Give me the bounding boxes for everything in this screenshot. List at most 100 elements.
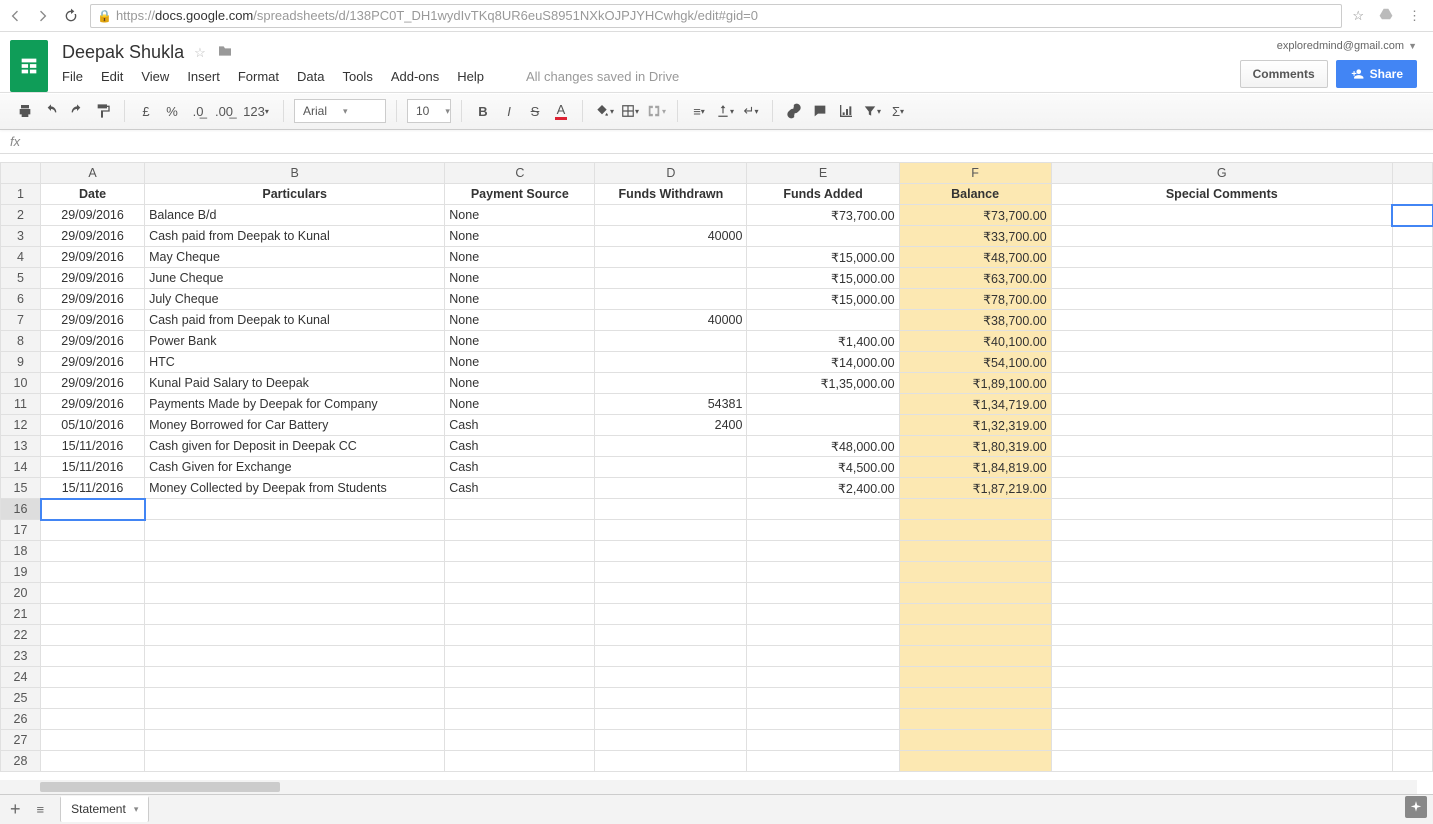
cell[interactable] [747, 541, 899, 562]
cell[interactable]: ₹38,700.00 [899, 310, 1051, 331]
currency-button[interactable]: £ [135, 98, 157, 124]
row-header[interactable]: 5 [1, 268, 41, 289]
sheet-tab-arrow-icon[interactable]: ▾ [134, 804, 139, 815]
redo-icon[interactable] [66, 98, 88, 124]
nav-reload-icon[interactable] [62, 7, 80, 25]
cell[interactable]: None [445, 394, 595, 415]
cell[interactable]: ₹1,84,819.00 [899, 457, 1051, 478]
cell[interactable] [41, 541, 145, 562]
percent-button[interactable]: % [161, 98, 183, 124]
cell[interactable]: Balance B/d [145, 205, 445, 226]
cell[interactable] [445, 562, 595, 583]
cell[interactable]: Cash paid from Deepak to Kunal [145, 310, 445, 331]
cell[interactable] [747, 646, 899, 667]
cell[interactable] [1051, 730, 1392, 751]
cell[interactable] [595, 520, 747, 541]
cell[interactable]: None [445, 205, 595, 226]
cell[interactable]: ₹1,34,719.00 [899, 394, 1051, 415]
cell[interactable] [41, 520, 145, 541]
row-header[interactable]: 3 [1, 226, 41, 247]
filter-icon[interactable]: ▾ [861, 98, 883, 124]
cell[interactable] [445, 688, 595, 709]
cell[interactable] [145, 688, 445, 709]
cell[interactable]: ₹54,100.00 [899, 352, 1051, 373]
cell[interactable] [1051, 583, 1392, 604]
cell[interactable] [747, 415, 899, 436]
cell[interactable] [145, 499, 445, 520]
cell[interactable]: 40000 [595, 226, 747, 247]
row-header[interactable]: 28 [1, 751, 41, 772]
cell[interactable] [595, 730, 747, 751]
cell[interactable] [1051, 310, 1392, 331]
col-header[interactable]: D [595, 163, 747, 184]
merge-button[interactable]: ▾ [645, 98, 667, 124]
cell[interactable]: Cash paid from Deepak to Kunal [145, 226, 445, 247]
col-header[interactable]: A [41, 163, 145, 184]
cell[interactable]: None [445, 310, 595, 331]
header-cell[interactable]: Funds Added [747, 184, 899, 205]
format-123-button[interactable]: 123 ▾ [239, 98, 273, 124]
borders-button[interactable]: ▾ [619, 98, 641, 124]
cell[interactable]: ₹48,700.00 [899, 247, 1051, 268]
print-icon[interactable] [14, 98, 36, 124]
row-header[interactable]: 22 [1, 625, 41, 646]
inc-decimal-button[interactable]: .00̲ [213, 98, 235, 124]
cell[interactable] [747, 667, 899, 688]
comment-icon[interactable] [809, 98, 831, 124]
cell[interactable] [1051, 247, 1392, 268]
comments-button[interactable]: Comments [1240, 60, 1328, 88]
cell[interactable] [41, 751, 145, 772]
cell[interactable] [145, 646, 445, 667]
cell[interactable] [747, 730, 899, 751]
cell[interactable] [747, 310, 899, 331]
cell[interactable]: 29/09/2016 [41, 331, 145, 352]
row-header[interactable]: 19 [1, 562, 41, 583]
cell[interactable]: ₹63,700.00 [899, 268, 1051, 289]
cell[interactable] [145, 709, 445, 730]
dec-decimal-button[interactable]: .0̲ [187, 98, 209, 124]
row-header[interactable]: 24 [1, 667, 41, 688]
cell[interactable] [145, 520, 445, 541]
cell[interactable]: None [445, 226, 595, 247]
menu-insert[interactable]: Insert [187, 69, 220, 84]
cell[interactable]: ₹1,89,100.00 [899, 373, 1051, 394]
cell[interactable] [899, 709, 1051, 730]
cell[interactable]: Cash given for Deposit in Deepak CC [145, 436, 445, 457]
cell[interactable] [747, 604, 899, 625]
cell[interactable] [595, 352, 747, 373]
cell[interactable] [41, 583, 145, 604]
row-header[interactable]: 2 [1, 205, 41, 226]
add-sheet-button[interactable]: + [10, 799, 21, 820]
cell[interactable] [41, 604, 145, 625]
cell[interactable] [1051, 562, 1392, 583]
cell[interactable] [41, 562, 145, 583]
cell[interactable]: ₹15,000.00 [747, 268, 899, 289]
cell[interactable]: 15/11/2016 [41, 478, 145, 499]
cell[interactable] [747, 625, 899, 646]
cell[interactable]: July Cheque [145, 289, 445, 310]
cell[interactable] [595, 751, 747, 772]
cell[interactable] [445, 709, 595, 730]
cell[interactable] [1051, 751, 1392, 772]
cell[interactable] [1051, 373, 1392, 394]
menu-edit[interactable]: Edit [101, 69, 123, 84]
paint-format-icon[interactable] [92, 98, 114, 124]
star-icon[interactable]: ☆ [1352, 8, 1364, 24]
cell[interactable]: None [445, 268, 595, 289]
cell[interactable] [445, 646, 595, 667]
share-button[interactable]: Share [1336, 60, 1417, 88]
row-header[interactable]: 17 [1, 520, 41, 541]
cell[interactable]: 05/10/2016 [41, 415, 145, 436]
header-cell[interactable]: Date [41, 184, 145, 205]
col-header[interactable]: F [899, 163, 1051, 184]
cell[interactable] [1051, 478, 1392, 499]
col-header[interactable]: G [1051, 163, 1392, 184]
row-header[interactable]: 18 [1, 541, 41, 562]
cell[interactable]: Cash [445, 478, 595, 499]
drive-icon[interactable] [1378, 7, 1394, 24]
header-cell[interactable]: Payment Source [445, 184, 595, 205]
cell[interactable]: None [445, 247, 595, 268]
cell[interactable] [445, 541, 595, 562]
cell[interactable] [595, 667, 747, 688]
row-header[interactable]: 6 [1, 289, 41, 310]
